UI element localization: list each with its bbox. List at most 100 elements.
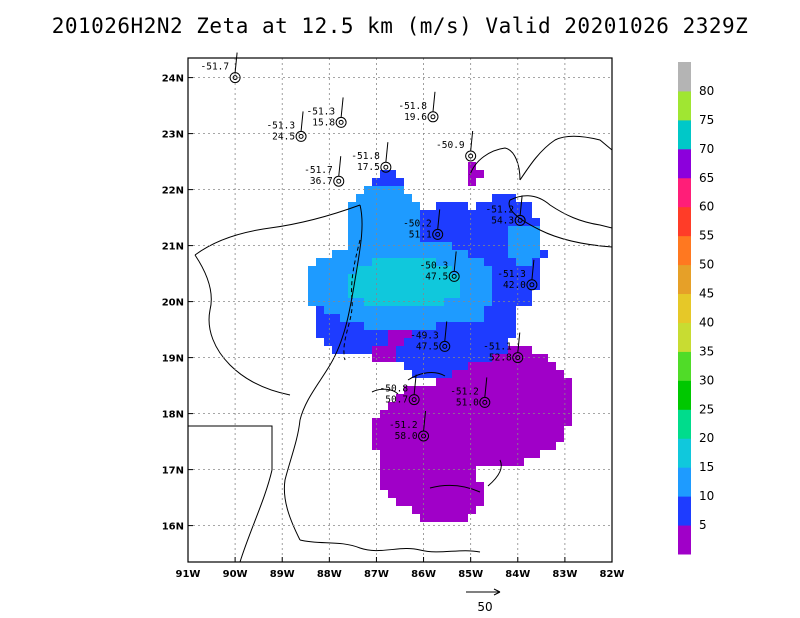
zeta-cell <box>412 218 420 226</box>
zeta-cell <box>420 362 428 370</box>
zeta-cell <box>356 330 364 338</box>
zeta-cell <box>460 234 468 242</box>
zeta-cell <box>428 394 436 402</box>
zeta-cell <box>492 226 500 234</box>
zeta-cell <box>444 426 452 434</box>
zeta-cell <box>412 282 420 290</box>
zeta-cell <box>524 266 532 274</box>
zeta-cell <box>508 322 516 330</box>
zeta-cell <box>484 442 492 450</box>
station-speed: 54.3 <box>491 215 514 226</box>
zeta-cell <box>508 402 516 410</box>
zeta-cell <box>412 266 420 274</box>
zeta-cell <box>564 378 572 386</box>
zeta-cell <box>380 202 388 210</box>
zeta-cell <box>396 474 404 482</box>
zeta-cell <box>404 482 412 490</box>
wind-barb <box>519 195 523 216</box>
zeta-cell <box>396 338 404 346</box>
zeta-cell <box>428 466 436 474</box>
zeta-cell <box>428 338 436 346</box>
station-dot <box>298 133 304 139</box>
zeta-cell <box>404 210 412 218</box>
zeta-cell <box>492 442 500 450</box>
zeta-cell <box>428 386 436 394</box>
colorbar-swatch <box>678 177 691 208</box>
zeta-cell <box>356 218 364 226</box>
zeta-cell <box>492 346 500 354</box>
zeta-cell <box>404 202 412 210</box>
colorbar-swatch <box>678 467 691 497</box>
zeta-cell <box>548 362 556 370</box>
zeta-cell <box>444 306 452 314</box>
zeta-cell <box>420 266 428 274</box>
zeta-cell <box>460 490 468 498</box>
zeta-cell <box>516 450 524 458</box>
zeta-cell <box>452 226 460 234</box>
zeta-cell <box>452 490 460 498</box>
zeta-cell <box>420 450 428 458</box>
zeta-cell <box>468 178 476 186</box>
station-speed: 19.6 <box>404 112 427 123</box>
zeta-cell <box>468 226 476 234</box>
zeta-cell <box>316 322 324 330</box>
zeta-cell <box>364 210 372 218</box>
wind-barb <box>531 259 535 280</box>
zeta-cell <box>444 386 452 394</box>
zeta-cell <box>388 442 396 450</box>
zeta-cell <box>508 386 516 394</box>
wind-barb <box>300 111 304 132</box>
zeta-cell <box>492 250 500 258</box>
zeta-cell <box>380 258 388 266</box>
zeta-cell <box>492 322 500 330</box>
zeta-cell <box>372 330 380 338</box>
station-speed: 47.5 <box>425 271 448 282</box>
zeta-cell <box>476 266 484 274</box>
zeta-cell <box>460 362 468 370</box>
zeta-cell <box>428 434 436 442</box>
zeta-cell <box>532 418 540 426</box>
zeta-cell <box>524 370 532 378</box>
zeta-cell <box>508 346 516 354</box>
station-dot <box>430 114 436 120</box>
zeta-cell <box>468 386 476 394</box>
zeta-cell <box>516 282 524 290</box>
zeta-cell <box>372 322 380 330</box>
zeta-cell <box>452 378 460 386</box>
zeta-cell <box>412 498 420 506</box>
zeta-cell <box>524 282 532 290</box>
wind-barb <box>517 332 521 353</box>
zeta-cell <box>420 218 428 226</box>
zeta-cell <box>324 258 332 266</box>
wind-barb <box>453 251 457 272</box>
zeta-cell <box>404 442 412 450</box>
zeta-cell <box>524 274 532 282</box>
zeta-cell <box>380 426 388 434</box>
zeta-cell <box>548 418 556 426</box>
zeta-cell <box>372 202 380 210</box>
zeta-cell <box>476 290 484 298</box>
zeta-cell <box>388 450 396 458</box>
zeta-cell <box>428 298 436 306</box>
x-tick-label: 82W <box>600 569 625 580</box>
zeta-cell <box>508 418 516 426</box>
station-dot <box>442 343 448 349</box>
wind-barb <box>340 97 344 118</box>
zeta-cell <box>476 202 484 210</box>
zeta-cell <box>524 386 532 394</box>
coastlines <box>188 135 612 562</box>
zeta-cell <box>484 418 492 426</box>
zeta-cell <box>500 226 508 234</box>
zeta-cell <box>396 306 404 314</box>
zeta-cell <box>324 306 332 314</box>
zeta-cell <box>364 346 372 354</box>
zeta-cell <box>484 450 492 458</box>
zeta-cell <box>388 410 396 418</box>
zeta-cell <box>396 330 404 338</box>
zeta-cell <box>412 322 420 330</box>
x-tick-label: 91W <box>176 569 201 580</box>
zeta-cell <box>444 290 452 298</box>
zeta-cell <box>388 426 396 434</box>
zeta-cell <box>436 458 444 466</box>
zeta-cell <box>412 298 420 306</box>
